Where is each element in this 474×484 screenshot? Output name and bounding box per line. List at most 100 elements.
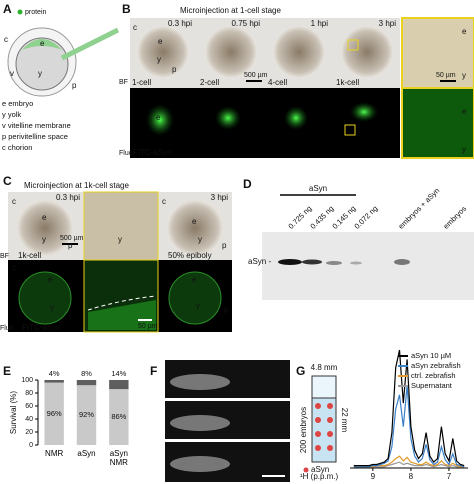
image-letter: p xyxy=(68,241,73,250)
diagram-letter: c xyxy=(4,35,8,44)
image-label: aSyn xyxy=(268,404,286,413)
panel-label: E xyxy=(3,364,11,378)
legend-label: aSyn 10 µM xyxy=(411,351,451,360)
image-letter: e xyxy=(192,275,197,284)
tube-label: aSyn xyxy=(311,465,329,474)
image-letter: p xyxy=(172,65,177,74)
key-text: v vitelline membrane xyxy=(2,121,71,130)
stage-label: 50% epiboly xyxy=(168,251,212,260)
panel-title: Microinjection at 1k-cell stage xyxy=(24,181,129,190)
image-letter: p xyxy=(222,241,227,250)
image-letter: y xyxy=(50,303,54,312)
legend-text: protein xyxy=(25,9,47,16)
bar-segment xyxy=(76,385,97,445)
time-label: 1 hpi xyxy=(311,19,329,28)
western-blot xyxy=(262,194,474,300)
nmr-tube xyxy=(303,375,337,473)
x-tick-label: 7 xyxy=(447,472,452,481)
lane-label: 0.072 ng xyxy=(352,204,379,231)
x-axis-label: ¹H (p.p.m.) xyxy=(300,472,339,481)
image-letter: c xyxy=(162,197,166,206)
stain-label: FITC-aSyn xyxy=(22,323,61,332)
embryo-diagram xyxy=(7,9,120,97)
bar-segment xyxy=(109,389,129,445)
image-letter: e xyxy=(462,27,467,36)
image-letter: e xyxy=(192,217,197,226)
image-letter: e xyxy=(156,113,161,122)
x-tick-label: aSyn NMR xyxy=(109,449,128,467)
row-label: Fluo xyxy=(0,325,14,332)
y-tick-label: 40 xyxy=(25,416,33,423)
stage-label: 1k-cell xyxy=(18,251,41,260)
diagram-letter: e xyxy=(40,39,45,48)
x-tick-label: NMR xyxy=(45,449,64,458)
bar-segment xyxy=(109,380,129,390)
y-tick-label: 0 xyxy=(29,442,33,449)
x-tick-label: 8 xyxy=(409,472,414,481)
time-label: 3 hpi xyxy=(211,193,229,202)
image-letter: y xyxy=(462,71,466,80)
panel-c-images xyxy=(8,191,232,333)
diagram-letter: v xyxy=(10,69,14,78)
image-letter: c xyxy=(133,23,137,32)
image-label: aSyn & RMN xyxy=(240,445,286,454)
panel-title: Microinjection at 1-cell stage xyxy=(180,6,281,15)
image-letter: c xyxy=(12,263,16,272)
key-text: y yolk xyxy=(2,110,21,119)
bar-segment xyxy=(76,380,97,386)
blot-header: aSyn xyxy=(309,184,327,193)
value-label: 86% xyxy=(111,412,126,421)
y-tick-label: 20 xyxy=(25,429,33,436)
diagram-letter: y xyxy=(38,69,42,78)
image-letter: y xyxy=(196,301,200,310)
stage-label: 2-cell xyxy=(200,78,219,87)
value-label: 96% xyxy=(47,409,62,418)
y-tick-label: 60 xyxy=(25,403,33,410)
lane-label: embryos + aSyn xyxy=(396,186,441,231)
image-letter: e xyxy=(48,275,53,284)
time-label: 0.3 hpi xyxy=(56,193,80,202)
panel-label: D xyxy=(243,177,252,191)
image-letter: e xyxy=(42,213,47,222)
tube-label: 4.8 mm xyxy=(311,363,338,372)
stage-label: 4-cell xyxy=(268,78,287,87)
scale-label: 50 µm xyxy=(138,323,158,330)
y-axis-label: Survival (%) xyxy=(9,391,18,434)
image-letter: y xyxy=(157,55,161,64)
stain-label: FITC-aSyn xyxy=(133,148,172,157)
panel-label: G xyxy=(296,364,305,378)
image-letter: y xyxy=(118,235,122,244)
image-label: control xyxy=(262,363,286,372)
image-letter: e xyxy=(158,37,163,46)
image-letter: p xyxy=(224,305,229,314)
image-letter: y xyxy=(42,235,46,244)
row-label: BF xyxy=(119,79,128,86)
stage-label: 1-cell xyxy=(132,78,151,87)
stage-label: 1k-cell xyxy=(336,78,359,87)
tube-label: 200 embryos xyxy=(299,407,308,453)
time-label: 0.75 hpi xyxy=(232,19,261,28)
spectrum-line xyxy=(353,349,465,467)
key-text: c chorion xyxy=(2,143,32,152)
x-tick-label: 9 xyxy=(371,472,376,481)
scale-label: 500 µm xyxy=(262,465,286,472)
panel-label: F xyxy=(150,364,157,378)
row-label: Fluo xyxy=(119,150,133,157)
scale-label: 50 µm xyxy=(436,72,456,79)
tube-label: 22 mm xyxy=(340,408,349,433)
image-letter: e xyxy=(462,107,467,116)
bar-segment xyxy=(44,382,64,445)
legend-label: Supernatant xyxy=(411,381,453,390)
image-letter: y xyxy=(198,235,202,244)
panel-b-images xyxy=(130,17,474,159)
y-tick-label: 100 xyxy=(21,377,33,384)
value-label: 8% xyxy=(81,369,92,378)
scale-label: 500 µm xyxy=(244,72,268,79)
key-text: e embryo xyxy=(2,99,33,108)
value-label: 4% xyxy=(49,369,60,378)
y-tick-label: 80 xyxy=(25,390,33,397)
spectrum-line xyxy=(353,385,465,468)
legend-label: ctrl. zebrafish xyxy=(411,371,456,380)
